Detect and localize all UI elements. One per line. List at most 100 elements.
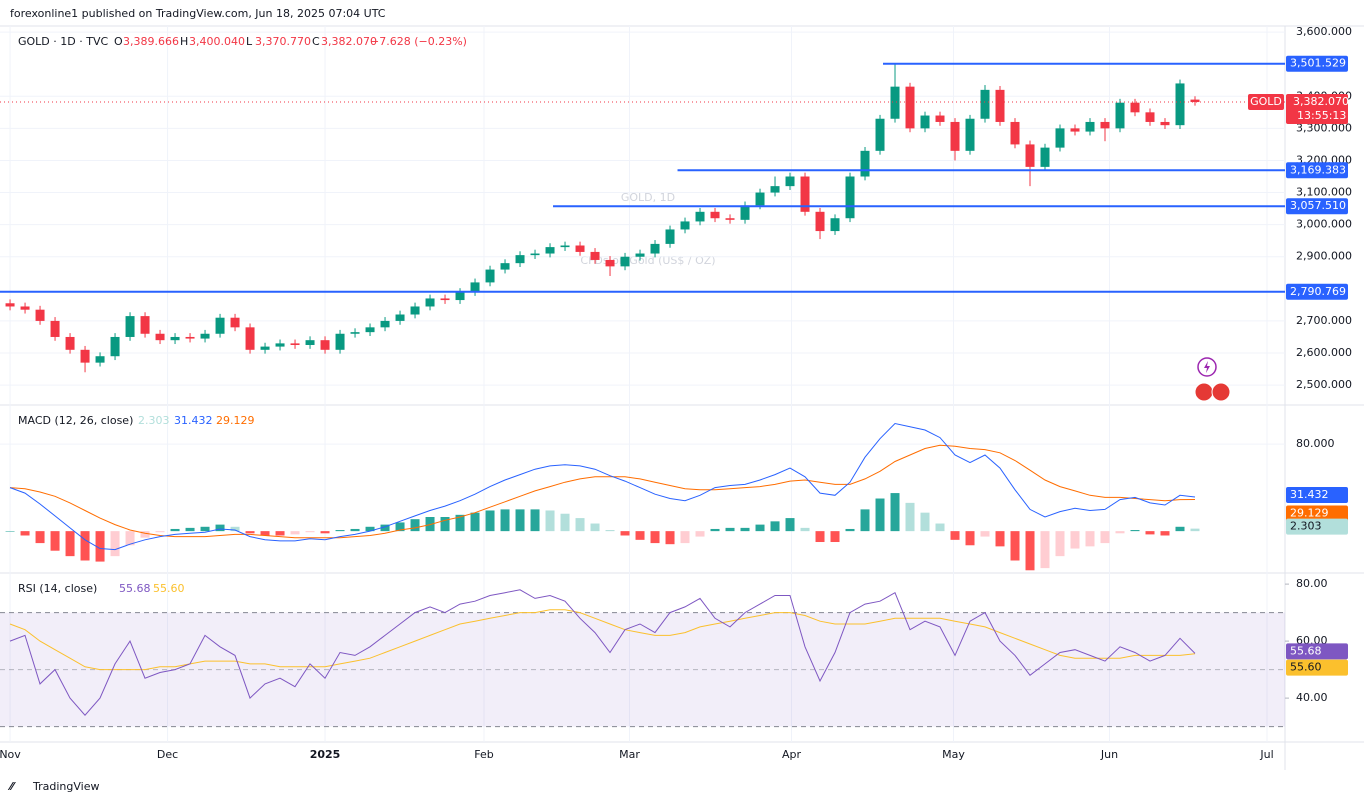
histogram-bar (785, 518, 795, 532)
histogram-bar (485, 510, 495, 532)
candle-body (815, 211, 825, 232)
candle-body (755, 192, 765, 206)
histogram-bar (380, 524, 390, 532)
x-tick-label: 2025 (310, 748, 341, 761)
histogram-bar (665, 531, 675, 545)
watermark-subtitle: CFDs on Gold (US$ / OZ) (580, 254, 715, 267)
histogram-bar (140, 531, 150, 538)
y-tick-label: 40.00 (1296, 691, 1328, 704)
lightning-glyph (1204, 361, 1210, 373)
histogram-bar (1085, 531, 1095, 547)
level-label: 3,501.529 (1290, 57, 1346, 70)
candle-body (170, 336, 180, 341)
candle-body (335, 333, 345, 350)
histogram-bar (695, 531, 705, 537)
level-label: 3,169.383 (1290, 163, 1346, 176)
histogram-bar (755, 524, 765, 532)
candle-body (920, 115, 930, 129)
level-label-bg (1286, 162, 1348, 179)
histogram-bar (965, 531, 975, 546)
rsi-badge-bg (1286, 643, 1348, 660)
legend-key: O (114, 35, 123, 48)
candle-body (650, 243, 660, 254)
candle-body (905, 86, 915, 129)
ma-line (9, 609, 1196, 671)
flag-icon (1211, 382, 1231, 402)
macd-badge: 31.432 (1290, 488, 1329, 501)
histogram-bar (935, 523, 945, 532)
countdown: 13:55:13 (1297, 109, 1346, 122)
candle-body (950, 121, 960, 151)
candle-body (20, 306, 30, 310)
candle-body (830, 218, 840, 232)
histogram-bar (335, 530, 345, 532)
candle-body (1055, 128, 1065, 148)
histogram-bar (830, 531, 840, 543)
watermark: GOLD, 1D (621, 191, 675, 204)
legend-value: 3,400.040 (189, 35, 245, 48)
candle-body (890, 86, 900, 119)
candle-body (740, 205, 750, 220)
candle-body (230, 317, 240, 328)
histogram-bar (5, 531, 15, 532)
histogram-bar (500, 509, 510, 532)
histogram-bar (1100, 531, 1110, 544)
histogram-bar (710, 528, 720, 532)
candle-body (845, 176, 855, 219)
candle-body (980, 89, 990, 119)
histogram-bar (845, 528, 855, 532)
candle-body (635, 253, 645, 257)
macd-line (9, 422, 1196, 551)
legend-value: 31.432 (174, 414, 213, 427)
x-tick-label: Jun (1100, 748, 1118, 761)
histogram-bar (200, 526, 210, 532)
last-price-bg (1286, 94, 1348, 125)
candle-body (65, 336, 75, 350)
level-label-bg (1286, 55, 1348, 72)
histogram-bar (1130, 530, 1140, 532)
histogram-bar (125, 531, 135, 546)
candle-body (1085, 121, 1095, 132)
legend-value: 3,382.070 (321, 35, 377, 48)
candle-body (80, 349, 90, 363)
histogram-bar (35, 531, 45, 544)
candle-body (35, 309, 45, 321)
y-tick-label: 3,100.000 (1296, 186, 1352, 199)
candle-body (1040, 147, 1050, 167)
histogram-bar (275, 531, 285, 536)
legend-value: 3,370.770 (255, 35, 311, 48)
x-tick-label: May (942, 748, 965, 761)
histogram-bar (365, 526, 375, 532)
candle-body (545, 247, 555, 254)
candle-body (245, 327, 255, 350)
candle-body (125, 316, 135, 337)
candle-body (620, 256, 630, 267)
legend-value: 55.60 (153, 582, 185, 595)
legend-value: 55.68 (119, 582, 151, 595)
histogram-bar (245, 531, 255, 534)
pane-title: MACD (12, 26, close) (18, 414, 133, 427)
legend-key: H (180, 35, 188, 48)
candle-body (140, 316, 150, 334)
y-tick-label: 3,600.000 (1296, 25, 1352, 38)
brand: TradingView (32, 780, 99, 793)
rsi-badge: 55.68 (1290, 644, 1322, 657)
candle-body (590, 251, 600, 260)
candle-body (860, 150, 870, 177)
candle-body (500, 263, 510, 270)
histogram-bar (545, 510, 555, 532)
histogram-bar (800, 527, 810, 532)
candle-body (410, 306, 420, 315)
candle-body (1145, 112, 1155, 122)
signal-line (9, 444, 1196, 539)
candle-body (260, 346, 270, 350)
candle-body (695, 211, 705, 222)
candle-body (290, 343, 300, 345)
x-tick-label: Dec (157, 748, 178, 761)
candle-body (1070, 128, 1080, 132)
histogram-bar (20, 531, 30, 536)
histogram-bar (650, 531, 660, 544)
histogram-bar (515, 509, 525, 532)
histogram-bar (155, 531, 165, 533)
level-label-bg (1286, 283, 1348, 300)
